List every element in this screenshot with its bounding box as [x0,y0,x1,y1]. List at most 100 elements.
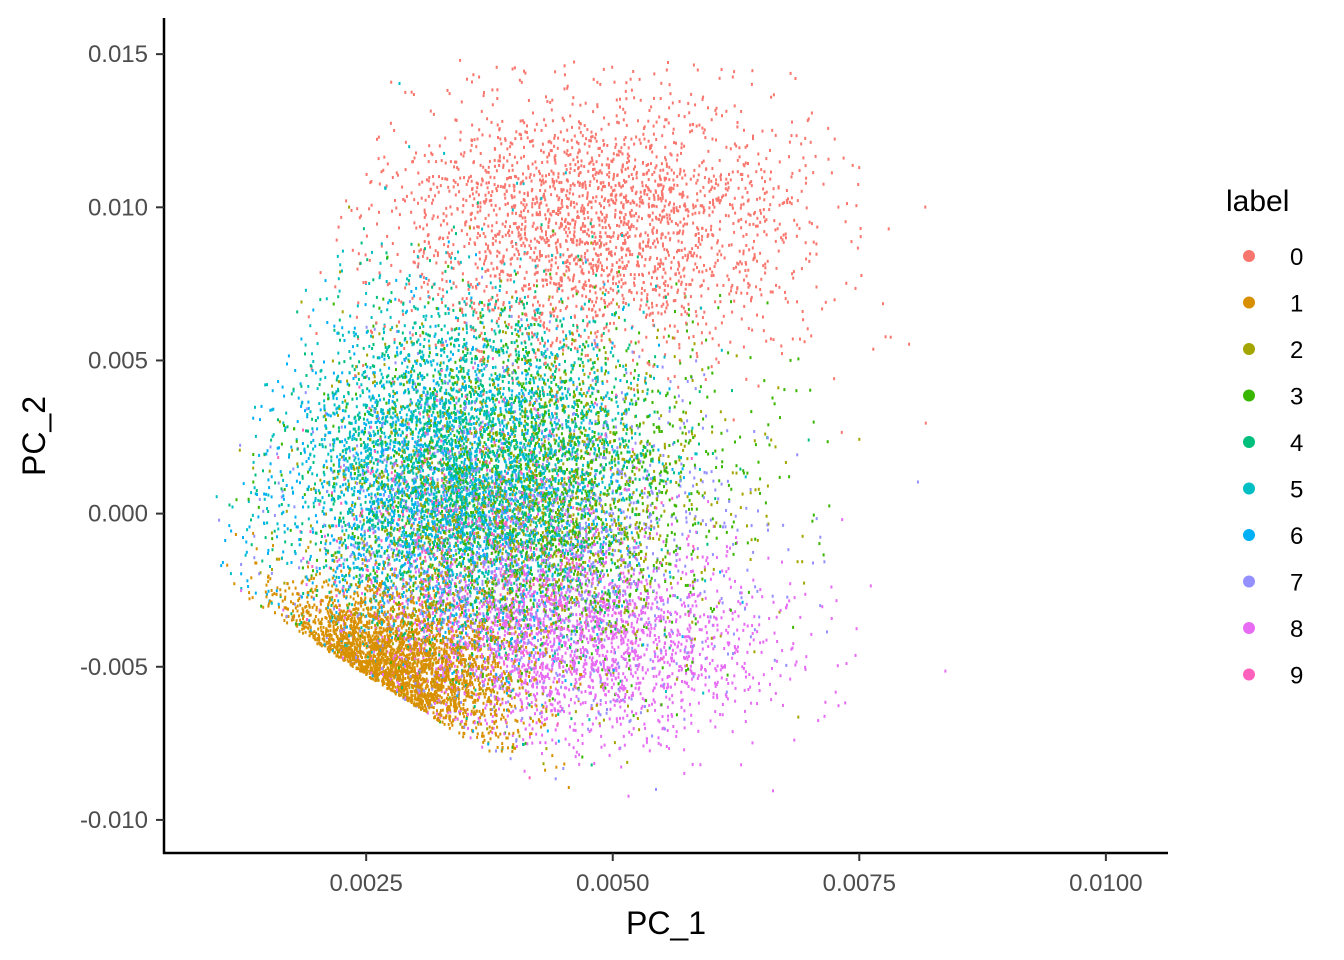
data-point [560,536,563,540]
data-point [556,723,559,727]
data-point [485,536,488,540]
data-point [401,445,404,449]
data-point [452,425,455,429]
data-point [336,652,339,656]
data-point [455,458,458,462]
data-point [612,157,615,161]
data-point [728,498,731,502]
data-point [553,651,556,655]
data-point [424,442,427,446]
data-point [528,469,531,473]
data-point [516,322,519,326]
data-point [626,552,629,556]
data-point [844,701,847,705]
data-point [600,402,603,406]
data-point [668,646,671,650]
data-point [489,430,492,434]
data-point [537,509,540,513]
data-point [721,448,724,452]
data-point [459,541,462,545]
data-point [350,208,353,212]
data-point [747,282,750,285]
data-point [745,244,748,247]
data-point [750,538,753,542]
data-point [456,576,459,580]
data-point [717,183,720,187]
data-point [453,404,456,407]
data-point [610,622,612,626]
data-point [443,350,446,354]
data-point [701,126,704,130]
data-point [764,432,767,436]
data-point [302,428,304,432]
data-point [521,119,524,123]
data-point [662,281,665,285]
data-point [561,426,564,430]
data-point [391,573,394,577]
data-point [368,662,371,666]
data-point [378,276,381,280]
data-point [586,258,589,262]
data-point [579,534,582,538]
data-point [498,388,500,392]
data-point [362,613,365,617]
data-point [314,514,317,518]
data-point [519,600,522,604]
data-point [329,525,332,529]
data-point [519,299,522,303]
data-point [368,619,371,623]
data-point [359,491,362,495]
data-point [441,562,444,566]
data-point [677,669,680,673]
data-point [545,647,548,651]
data-point [523,769,526,773]
data-point [567,786,570,789]
data-point [681,570,684,574]
data-point [621,163,624,167]
data-point [601,291,604,295]
data-point [571,548,574,552]
data-point [458,397,461,401]
data-point [446,560,449,563]
data-point [592,480,595,484]
data-point [473,643,476,647]
data-point [552,642,555,646]
data-point [495,558,498,562]
data-point [584,582,587,586]
data-point [526,443,529,447]
data-point [651,311,654,315]
data-point [576,623,579,627]
data-point [418,509,421,513]
data-point [437,420,440,424]
data-point [265,583,268,587]
data-point [389,568,392,571]
data-point [506,654,509,657]
data-point [686,329,688,333]
data-point [244,553,247,557]
data-point [645,626,648,630]
data-point [358,582,361,586]
data-point [634,513,637,517]
data-point [492,308,495,312]
data-point [407,440,410,444]
data-point [518,214,521,218]
data-point [467,536,470,539]
data-point [769,682,771,686]
data-point [391,416,394,420]
data-point [707,149,710,153]
data-point [555,659,558,663]
data-point [394,375,397,379]
data-point [337,413,339,417]
data-point [380,546,383,550]
data-point [521,409,524,413]
data-point [719,220,722,224]
data-point [376,450,379,454]
data-point [630,531,633,535]
data-point [626,531,629,535]
data-point [585,535,588,539]
data-point [464,688,467,692]
data-point [757,509,759,513]
data-point [692,174,695,178]
data-point [344,448,347,452]
data-point [659,534,662,538]
